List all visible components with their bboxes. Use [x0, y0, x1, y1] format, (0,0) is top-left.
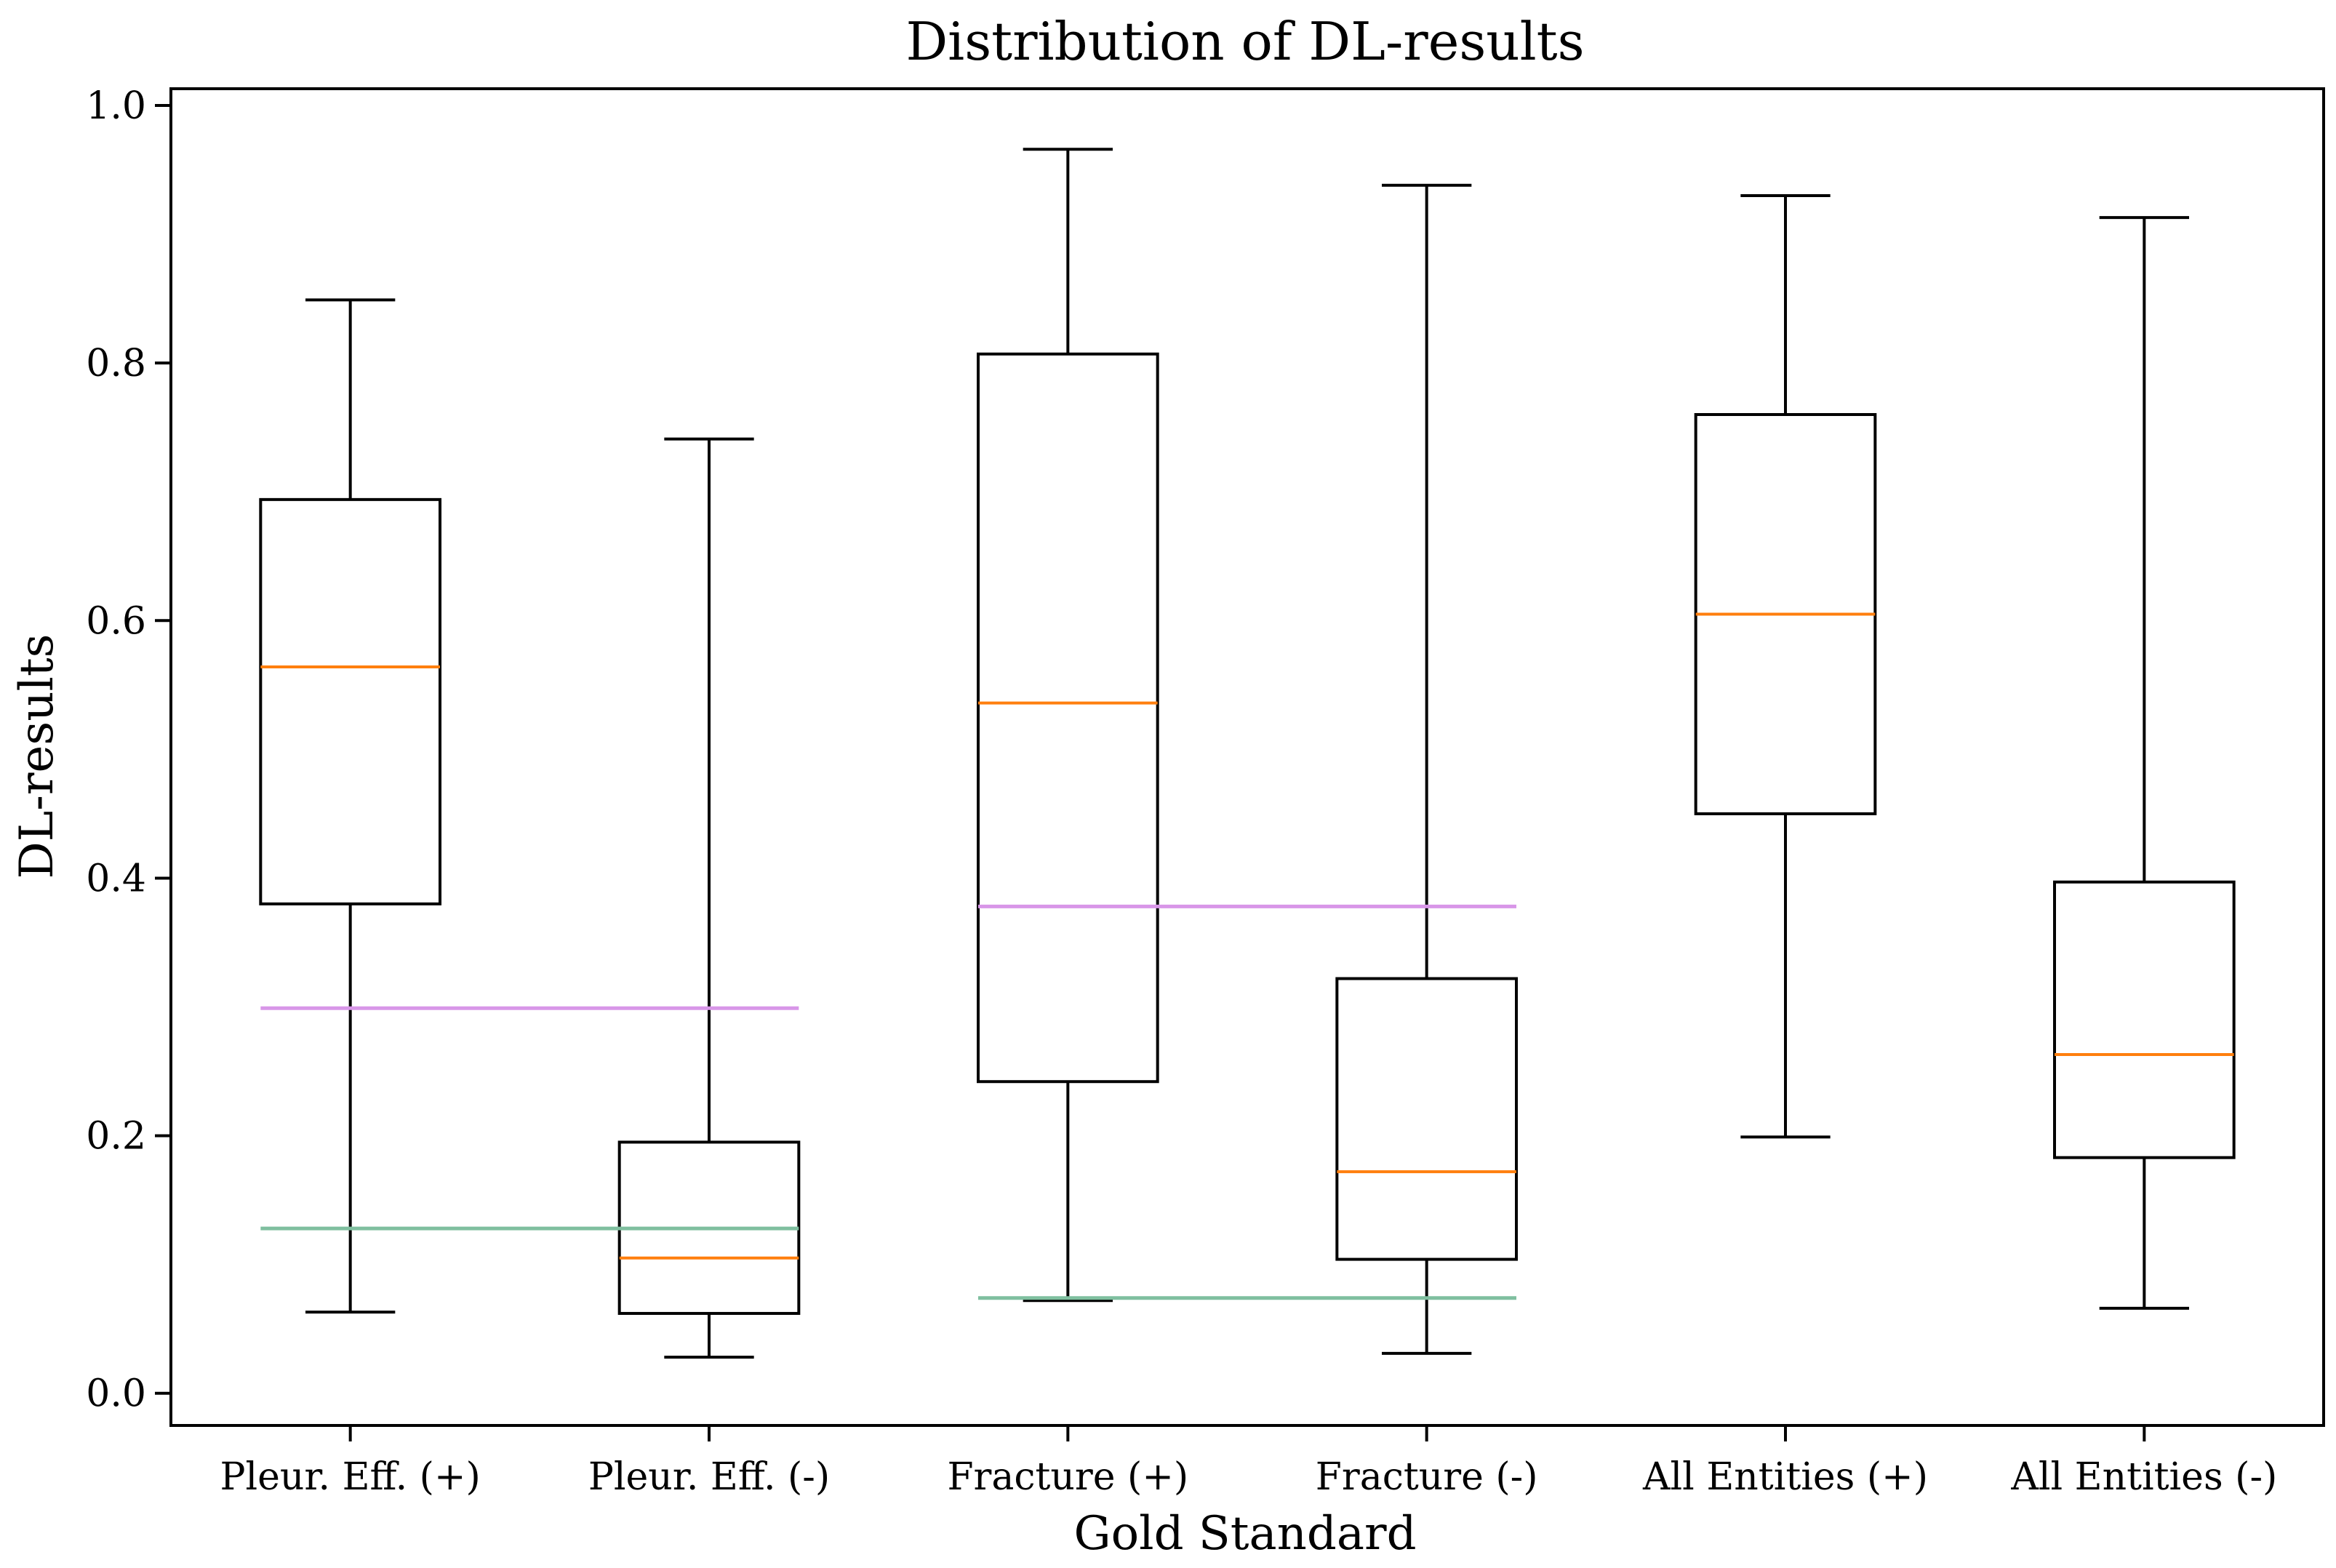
box-group — [977, 148, 1159, 1303]
x-tick-label: Fracture (+) — [947, 1455, 1188, 1499]
x-axis-label: Gold Standard — [1073, 1507, 1416, 1561]
box-iqr — [977, 352, 1159, 1084]
box-iqr — [259, 497, 442, 905]
box-group — [259, 298, 442, 1314]
chart-title: Distribution of DL-results — [905, 11, 1584, 72]
box-group — [2053, 216, 2236, 1310]
x-tick-label: Pleur. Eff. (+) — [220, 1455, 480, 1499]
y-tick-label: 0.6 — [86, 599, 146, 643]
y-axis: 0.0 0.2 0.4 0.6 0.8 1.0 — [86, 84, 171, 1416]
x-tick-label: All Entities (+) — [1642, 1455, 1928, 1499]
plot-area — [259, 148, 2236, 1359]
x-tick-label: Pleur. Eff. (-) — [588, 1455, 830, 1499]
x-tick-label: Fracture (-) — [1316, 1455, 1538, 1499]
plot-frame — [169, 87, 2325, 1427]
x-tick-label: All Entities (-) — [2010, 1455, 2277, 1499]
y-tick-label: 1.0 — [86, 84, 146, 128]
y-tick-label: 0.2 — [86, 1115, 146, 1159]
box-iqr — [1335, 977, 1519, 1261]
x-axis: Pleur. Eff. (+) Pleur. Eff. (-) Fracture (… — [220, 1425, 2277, 1499]
y-axis-label: DL-results — [10, 634, 64, 879]
y-tick-label: 0.8 — [86, 342, 146, 385]
box-iqr — [2053, 880, 2236, 1159]
box-group — [1694, 193, 1877, 1139]
box-group — [617, 437, 801, 1359]
y-tick-label: 0.4 — [86, 857, 146, 900]
y-tick-label: 0.0 — [86, 1372, 146, 1416]
box-group — [1335, 183, 1519, 1355]
